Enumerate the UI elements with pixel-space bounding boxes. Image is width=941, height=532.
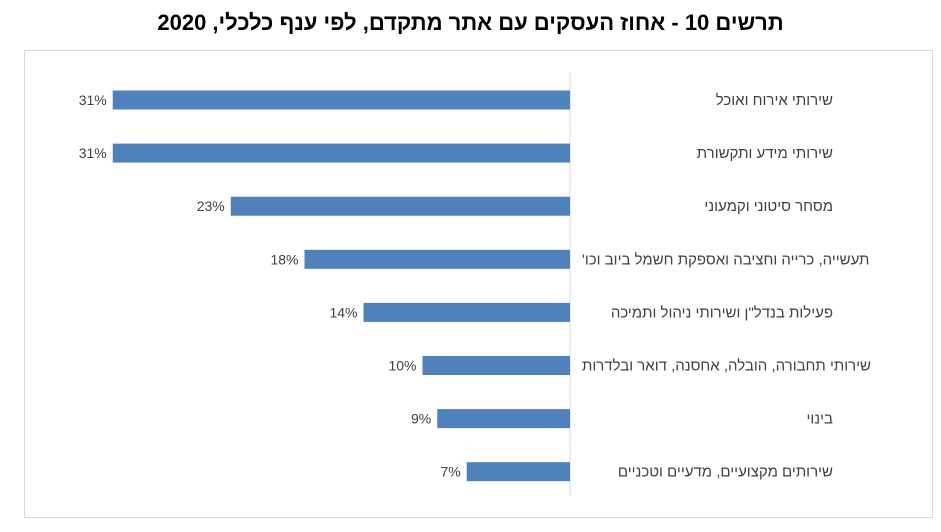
category-label-0: שירותי אירוח ואוכל: [716, 92, 833, 109]
category-label-6: בינוי: [806, 411, 833, 428]
bar-5: [422, 356, 570, 375]
chart-frame: [24, 50, 933, 518]
category-label-4: פעילות בנדל"ן ושירותי ניהול ותמיכה: [611, 304, 833, 321]
bar-3: [304, 249, 570, 269]
category-label-3: תעשייה, כרייה וחציבה ואספקת חשמל ביוב וכ…: [582, 251, 869, 268]
bar-0: [112, 90, 570, 110]
chart-title: תרשים 10 - אחוז העסקים עם אתר מתקדם, לפי…: [157, 10, 784, 35]
bar-6: [437, 409, 570, 429]
bar-1: [112, 143, 570, 163]
value-label-0: 31%: [79, 92, 107, 108]
value-label-3: 18%: [270, 251, 298, 267]
category-label-1: שירותי מידע ותקשורת: [697, 145, 833, 162]
value-label-7: 7%: [441, 464, 461, 480]
category-label-7: שירותים מקצועיים, מדעיים וטכניים: [618, 464, 833, 481]
category-label-5: שירותי תחבורה, הובלה, אחסנה, דואר ובלדרו…: [582, 358, 871, 375]
bar-7: [466, 462, 570, 482]
value-label-4: 14%: [329, 304, 357, 320]
value-label-2: 23%: [197, 198, 225, 214]
category-label-2: מסחר סיטוני וקמעוני: [704, 198, 833, 215]
bar-4: [363, 302, 570, 322]
value-label-5: 10%: [388, 358, 416, 374]
value-label-1: 31%: [79, 145, 107, 161]
value-label-6: 9%: [411, 411, 431, 427]
bar-2: [230, 196, 570, 216]
